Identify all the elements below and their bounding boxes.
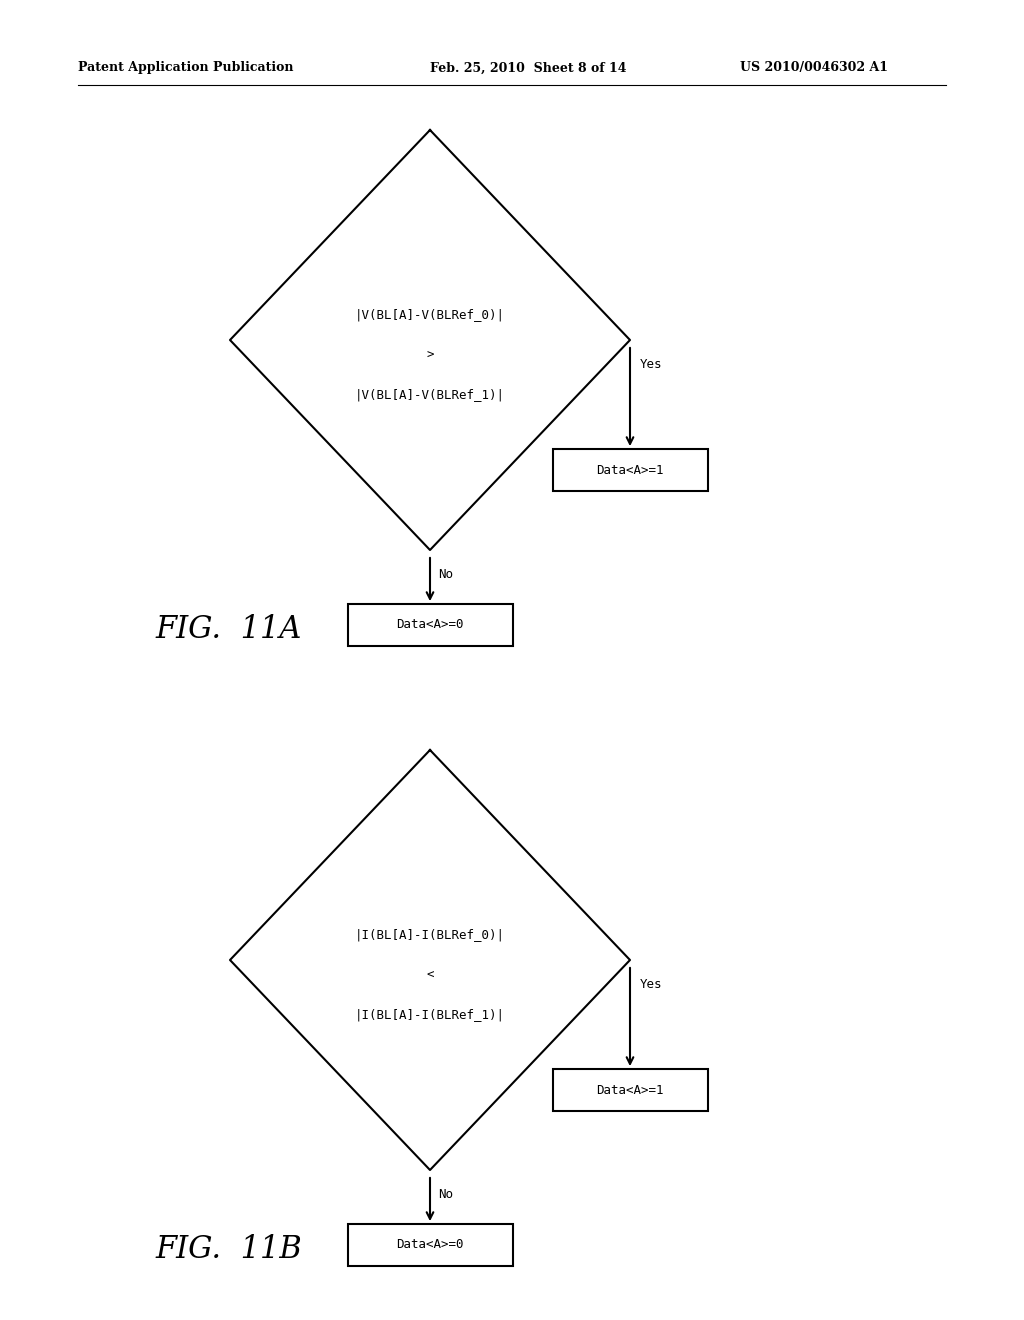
Bar [347,605,512,645]
Text: FIG.  11B: FIG. 11B [155,1234,302,1266]
Text: |I(BL[A]-I(BLRef_1)|: |I(BL[A]-I(BLRef_1)| [355,1008,505,1022]
Text: >: > [426,348,434,362]
Text: US 2010/0046302 A1: US 2010/0046302 A1 [740,62,888,74]
Text: FIG.  11A: FIG. 11A [155,615,301,645]
Text: Data<A>=0: Data<A>=0 [396,1238,464,1251]
Text: |V(BL[A]-V(BLRef_1)|: |V(BL[A]-V(BLRef_1)| [355,388,505,401]
Text: |V(BL[A]-V(BLRef_0)|: |V(BL[A]-V(BLRef_0)| [355,309,505,322]
Text: <: < [426,969,434,982]
Bar [553,449,708,491]
Text: |I(BL[A]-I(BLRef_0)|: |I(BL[A]-I(BLRef_0)| [355,928,505,941]
Text: Data<A>=1: Data<A>=1 [596,463,664,477]
Text: No: No [438,1188,453,1201]
Text: Yes: Yes [640,978,663,991]
Text: Data<A>=0: Data<A>=0 [396,619,464,631]
Text: Yes: Yes [640,358,663,371]
Text: Patent Application Publication: Patent Application Publication [78,62,294,74]
Text: Data<A>=1: Data<A>=1 [596,1084,664,1097]
Bar [347,1224,512,1266]
Text: Feb. 25, 2010  Sheet 8 of 14: Feb. 25, 2010 Sheet 8 of 14 [430,62,627,74]
Text: No: No [438,568,453,581]
Bar [553,1069,708,1111]
